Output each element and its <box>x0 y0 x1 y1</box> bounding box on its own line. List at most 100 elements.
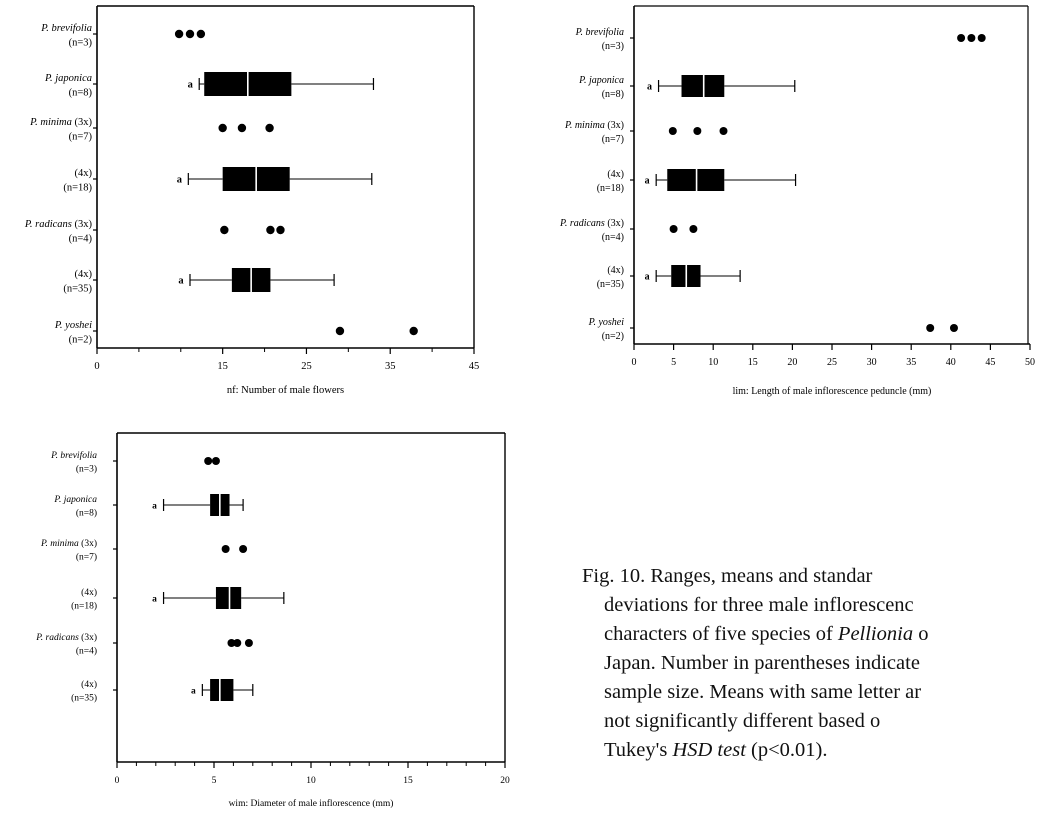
significance-letter: a <box>188 80 194 91</box>
data-point <box>239 545 248 553</box>
group-6: (4x) (n=35) a <box>597 265 741 290</box>
group-5: P. radicans (3x) (n=4) <box>35 632 253 657</box>
x-tick-label: 25 <box>827 357 837 368</box>
data-point <box>211 457 220 465</box>
species-name: P. minima <box>564 120 605 131</box>
significance-letter: a <box>645 176 650 187</box>
data-point <box>237 123 247 133</box>
x-tick-label: 20 <box>500 776 510 786</box>
data-point <box>668 127 677 135</box>
x-tick-label: 5 <box>671 357 676 368</box>
x-tick-label: 15 <box>217 361 228 372</box>
x-tick-label: 15 <box>748 357 758 368</box>
sample-size: (n=7) <box>602 134 624 145</box>
data-point <box>266 225 275 235</box>
group-7: P. yoshei (n=2) <box>588 317 958 342</box>
group-name: (4x) <box>81 679 97 690</box>
ploidy-label: (3x) <box>72 117 93 128</box>
data-point <box>218 123 227 133</box>
species-name: P. yoshei <box>588 317 625 328</box>
data-point <box>265 123 274 133</box>
data-point <box>719 127 728 135</box>
sample-size: (n=18) <box>597 183 624 194</box>
data-point <box>957 34 966 42</box>
x-tick-label: 30 <box>867 357 877 368</box>
sample-size: (n=4) <box>69 234 93 245</box>
box <box>210 679 234 701</box>
caption-line-1: Fig. 10. Ranges, means and standar <box>582 565 873 587</box>
group-name: (4x) <box>75 168 93 179</box>
group-name: P. brevifolia <box>40 23 92 34</box>
x-tick-label: 35 <box>385 361 396 372</box>
data-point <box>967 34 976 42</box>
group-3: P. minima (3x) (n=7) <box>564 120 728 145</box>
x-tick-label: 0 <box>632 357 637 368</box>
significance-letter: a <box>647 82 652 93</box>
sample-size: (n=35) <box>63 284 92 295</box>
sample-size: (n=7) <box>69 132 93 143</box>
x-tick-label: 35 <box>906 357 916 368</box>
significance-letter: a <box>645 272 650 283</box>
data-point <box>220 225 229 235</box>
species-name: P. brevifolia <box>575 27 624 38</box>
sample-size: (n=8) <box>602 89 624 100</box>
group-name: P. radicans (3x) <box>559 218 624 229</box>
ploidy-label: (3x) <box>72 219 93 230</box>
caption-line-7: Tukey's HSD test (p<0.01). <box>604 739 828 761</box>
ploidy-label: (3x) <box>605 218 624 229</box>
data-point <box>669 225 678 233</box>
group-3: P. minima (3x) (n=7) <box>29 117 274 143</box>
x-tick-label: 0 <box>115 776 120 786</box>
x-axis-label: nf: Number of male flowers <box>227 385 344 396</box>
data-point <box>204 457 213 465</box>
group-name: P. yoshei <box>54 320 92 331</box>
ploidy-label: (3x) <box>79 538 97 549</box>
data-point <box>185 29 195 39</box>
sample-size: (n=4) <box>76 646 97 657</box>
data-point <box>409 326 418 336</box>
group-name: P. japonica <box>578 75 624 86</box>
species-name: P. japonica <box>44 73 92 84</box>
group-1: P. brevifolia (n=3) <box>50 450 220 475</box>
species-name: P. brevifolia <box>50 450 97 461</box>
caption-line-3: characters of five species of Pellionia … <box>604 623 929 645</box>
sample-size: (n=3) <box>602 41 624 52</box>
x-tick-label: 10 <box>306 776 316 786</box>
x-axis-label: lim: Length of male inflorescence pedunc… <box>733 386 932 397</box>
x-tick-label: 10 <box>708 357 718 368</box>
group-name: (4x) <box>81 587 97 598</box>
sample-size: (n=8) <box>69 88 93 99</box>
species-name: P. radicans <box>559 218 605 229</box>
chart-panel-1: 0 15 25 35 45 nf: Number of male flowers P. br… <box>24 5 479 396</box>
group-4: (4x) (n=18) a <box>597 169 797 194</box>
data-point <box>233 639 242 647</box>
group-5: P. radicans (3x) (n=4) <box>24 219 285 245</box>
significance-letter: a <box>177 175 183 186</box>
sample-size: (n=8) <box>76 508 97 519</box>
group-name: P. minima (3x) <box>29 117 92 128</box>
group-name: P. japonica <box>53 495 97 505</box>
species-name: P. brevifolia <box>40 23 92 34</box>
sample-size: (n=2) <box>69 335 93 346</box>
data-point <box>335 326 345 336</box>
x-axis-label: wim: Diameter of male inflorescence (mm) <box>229 798 394 809</box>
group-name: P. brevifolia <box>575 27 624 38</box>
data-point <box>221 545 230 553</box>
caption-line-5: sample size. Means with same letter ar <box>604 681 922 703</box>
sample-size: (n=35) <box>597 279 624 290</box>
x-tick-label: 20 <box>787 357 797 368</box>
ploidy-label: (3x) <box>605 120 624 131</box>
significance-letter: a <box>152 595 157 605</box>
group-name: P. radicans (3x) <box>24 219 93 230</box>
sample-size: (n=3) <box>69 38 93 49</box>
group-2: P. japonica (n=8) a <box>53 494 244 519</box>
x-tick-label: 5 <box>212 776 217 786</box>
sample-size: (n=4) <box>602 232 624 243</box>
data-point <box>926 324 935 332</box>
group-6: (4x) (n=35) a <box>71 679 254 704</box>
group-name: (4x) <box>607 265 624 276</box>
data-point <box>276 225 285 235</box>
chart-panel-3: 0 5 10 15 20 wim: Diameter of male infloresce… <box>35 432 510 809</box>
data-point <box>693 127 702 135</box>
species-name: P. minima <box>40 539 79 549</box>
